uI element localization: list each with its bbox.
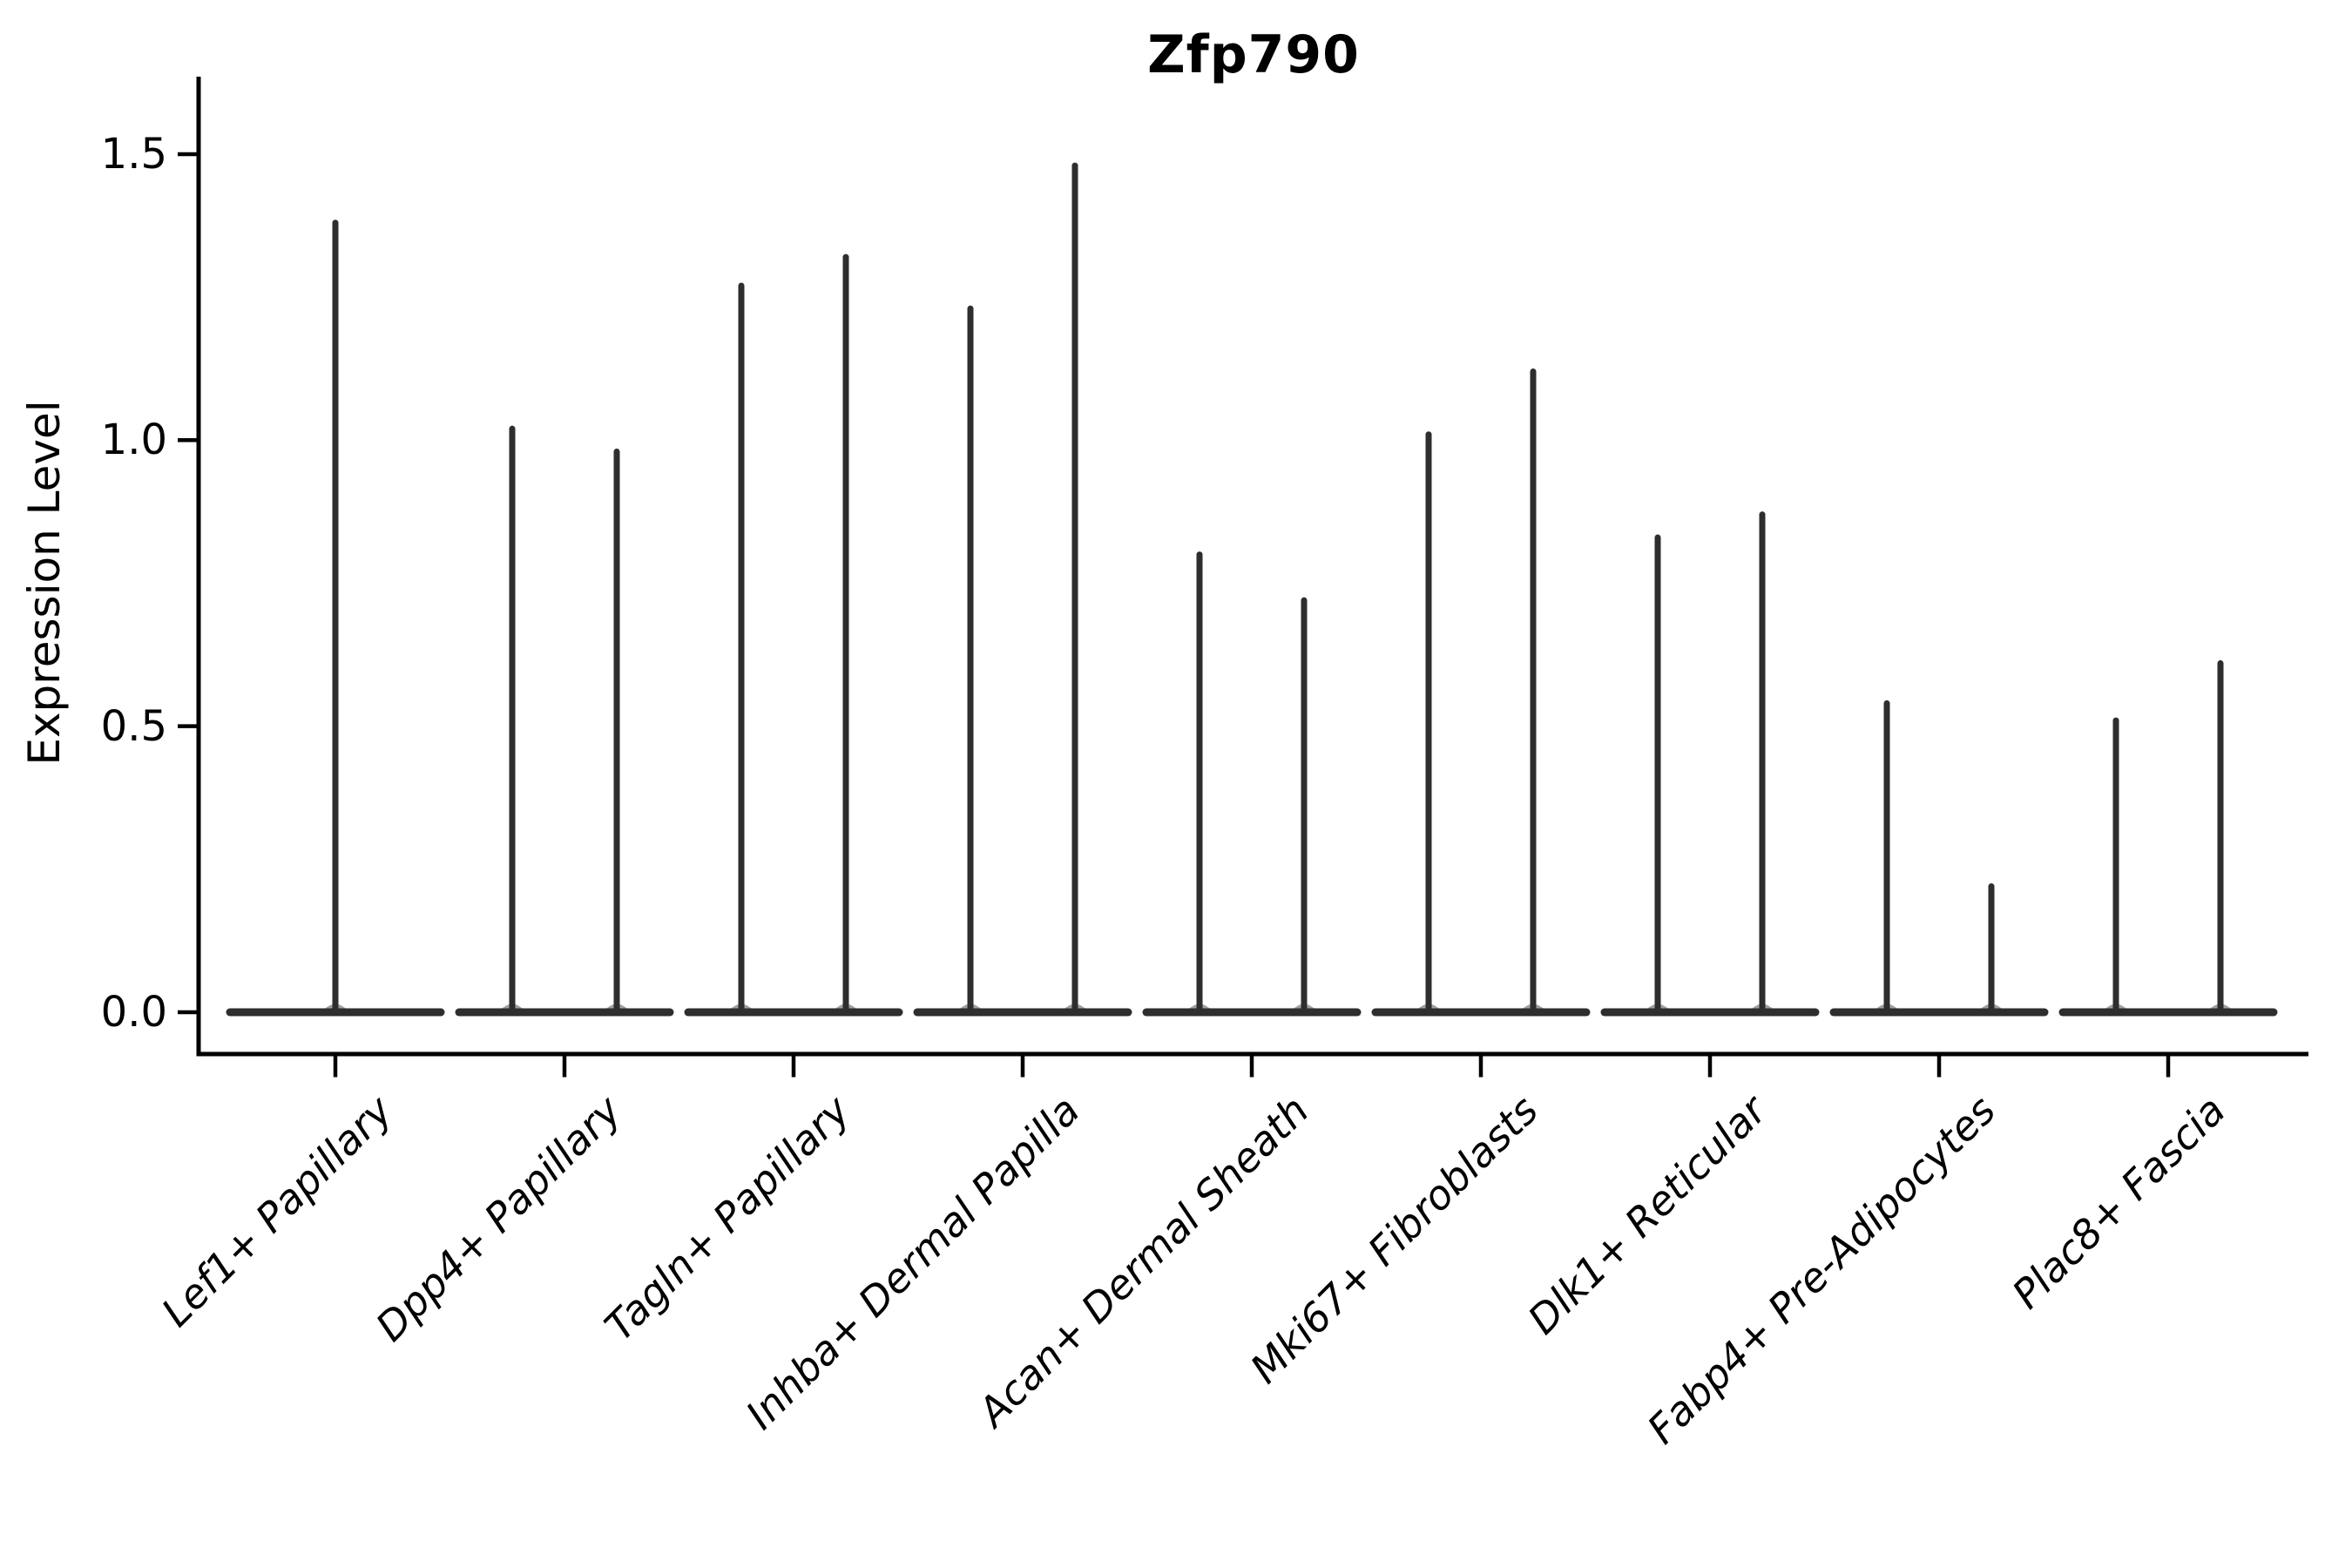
y-tick-label: 1.0: [100, 416, 167, 465]
y-tick-label: 1.5: [100, 129, 167, 179]
y-tick-label: 0.5: [100, 701, 167, 751]
y-tick-label: 0.0: [100, 988, 167, 1037]
chart-title: Zfp790: [1147, 24, 1360, 85]
